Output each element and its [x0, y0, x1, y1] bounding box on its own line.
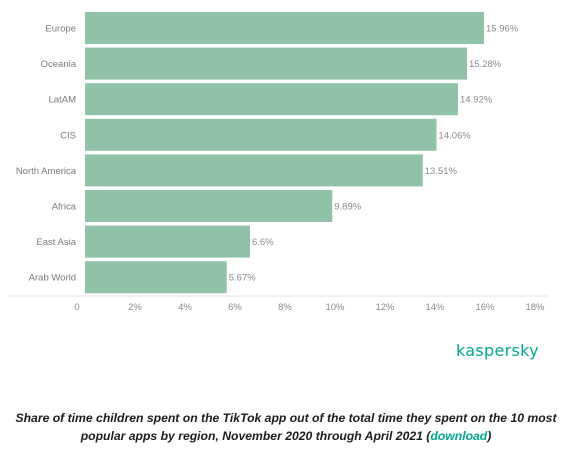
x-tick-label: 0 [74, 302, 79, 313]
x-axis-ticks-group: 0 2% 4% 6% 8% 10% 12% 14% 16% 18% [74, 302, 545, 313]
caption-suffix: ) [487, 429, 492, 443]
kaspersky-logo: kaspersky [456, 341, 539, 360]
x-tick-label: 4% [178, 302, 192, 313]
bar-arab-world [85, 261, 227, 294]
x-tick-label: 14% [425, 302, 445, 313]
category-label-north-america: North America [16, 166, 77, 177]
x-tick-label: 2% [128, 302, 142, 313]
value-labels-group: 15.96% 15.28% 14.92% 14.06% 13.51% 9.89% 6.6% 5… [229, 24, 519, 284]
value-label-europe: 15.96% [486, 24, 519, 35]
category-label-arab-world: Arab World [29, 273, 76, 284]
category-label-oceania: Oceania [41, 59, 77, 70]
value-label-latam: 14.92% [460, 95, 493, 106]
bar-chart: Europe Oceania LatAM CIS North America Africa… [8, 12, 548, 313]
value-label-north-america: 13.51% [425, 166, 458, 177]
category-labels-group: Europe Oceania LatAM CIS North America Africa… [16, 24, 77, 284]
bar-north-america [85, 154, 423, 187]
category-label-cis: CIS [60, 130, 76, 141]
x-tick-label: 12% [375, 302, 395, 313]
category-label-latam: LatAM [49, 95, 77, 106]
bar-oceania [85, 47, 467, 80]
category-label-africa: Africa [52, 202, 77, 213]
value-label-cis: 14.06% [439, 130, 472, 141]
bar-east-asia [85, 225, 250, 258]
value-label-arab-world: 5.67% [229, 273, 256, 284]
bar-europe [85, 12, 484, 44]
x-tick-label: 10% [325, 302, 345, 313]
x-tick-label: 6% [228, 302, 242, 313]
chart-caption: Share of time children spent on the TikT… [4, 409, 568, 445]
bars-group [85, 12, 484, 294]
bar-cis [85, 118, 437, 151]
x-tick-label: 8% [278, 302, 292, 313]
download-link[interactable]: download [430, 429, 488, 443]
category-label-east-asia: East Asia [36, 237, 76, 248]
value-label-oceania: 15.28% [469, 59, 502, 70]
x-tick-label: 18% [525, 302, 545, 313]
value-label-africa: 9.89% [334, 202, 361, 213]
value-label-east-asia: 6.6% [252, 237, 274, 248]
x-tick-label: 16% [475, 302, 495, 313]
category-label-europe: Europe [45, 24, 76, 35]
bar-latam [85, 83, 458, 116]
caption-text: Share of time children spent on the TikT… [15, 411, 557, 443]
bar-africa [85, 190, 333, 222]
